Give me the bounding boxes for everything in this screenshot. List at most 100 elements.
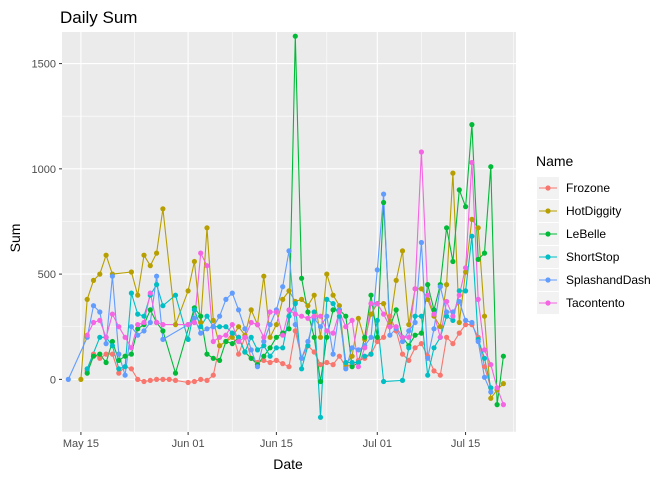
data-point-tacontento	[223, 332, 229, 338]
data-point-tacontento	[393, 324, 399, 330]
data-point-tacontento	[299, 313, 305, 319]
data-point-tacontento	[84, 332, 90, 338]
data-point-shortstop	[381, 378, 387, 385]
data-point-frozone	[330, 362, 336, 368]
data-point-splashanddash	[248, 347, 254, 353]
data-point-tacontento	[425, 292, 431, 298]
data-point-frozone	[103, 351, 109, 357]
data-point-frozone	[311, 349, 317, 355]
data-point-frozone	[280, 361, 286, 367]
data-point-shortstop	[362, 353, 368, 359]
data-point-tacontento	[204, 263, 210, 269]
data-point-tacontento	[154, 319, 160, 326]
data-point-tacontento	[147, 290, 153, 296]
data-point-lebelle	[500, 353, 506, 359]
legend: Name Frozone HotDiggity LeBelle ShortStop Sp…	[536, 153, 651, 314]
data-point-lebelle	[299, 275, 305, 281]
data-point-shortstop	[305, 343, 311, 349]
data-point-lebelle	[494, 402, 500, 408]
data-point-splashanddash	[204, 326, 210, 332]
data-point-splashanddash	[280, 284, 286, 290]
legend-key-point	[545, 185, 551, 191]
data-point-lebelle	[217, 357, 223, 363]
data-point-hotdiggity	[172, 322, 179, 328]
data-point-tacontento	[305, 315, 311, 321]
data-point-shortstop	[242, 349, 248, 355]
data-point-splashanddash	[444, 309, 450, 315]
data-point-hotdiggity	[393, 277, 399, 283]
legend-label: ShortStop	[566, 250, 620, 264]
data-point-frozone	[399, 351, 406, 357]
data-point-tacontento	[103, 334, 109, 340]
data-point-tacontento	[349, 317, 355, 323]
data-point-hotdiggity	[128, 269, 134, 275]
data-point-frozone	[185, 379, 191, 386]
data-point-tacontento	[418, 149, 424, 155]
y-tick-label: 1500	[32, 59, 56, 71]
data-point-shortstop	[122, 364, 128, 370]
data-point-hotdiggity	[229, 334, 235, 340]
data-point-frozone	[135, 376, 141, 382]
data-point-hotdiggity	[425, 296, 431, 302]
data-point-lebelle	[292, 33, 298, 39]
data-point-lebelle	[469, 122, 475, 128]
data-point-lebelle	[160, 328, 166, 334]
data-point-frozone	[374, 338, 380, 345]
data-point-frozone	[236, 351, 242, 357]
data-point-lebelle	[273, 334, 279, 340]
data-point-splashanddash	[431, 326, 437, 332]
data-point-hotdiggity	[418, 286, 424, 292]
data-point-tacontento	[500, 402, 506, 408]
data-point-hotdiggity	[381, 301, 387, 307]
data-point-hotdiggity	[469, 216, 475, 222]
data-point-hotdiggity	[103, 252, 109, 258]
data-point-splashanddash	[317, 324, 324, 330]
data-point-tacontento	[444, 298, 450, 305]
data-point-lebelle	[229, 341, 235, 347]
data-point-shortstop	[456, 288, 462, 294]
data-point-tacontento	[90, 319, 97, 326]
data-point-splashanddash	[116, 351, 122, 357]
data-point-hotdiggity	[147, 263, 153, 269]
data-point-tacontento	[494, 385, 500, 391]
data-point-hotdiggity	[299, 296, 305, 302]
data-point-tacontento	[236, 338, 242, 345]
data-point-splashanddash	[330, 351, 336, 357]
data-point-hotdiggity	[236, 324, 242, 330]
legend-item-lebelle: LeBelle	[537, 223, 606, 245]
data-point-hotdiggity	[160, 206, 166, 212]
data-point-tacontento	[488, 362, 494, 368]
data-point-lebelle	[324, 334, 330, 340]
x-tick-label: Jun 15	[260, 438, 293, 450]
data-point-tacontento	[185, 322, 191, 328]
data-point-shortstop	[273, 345, 279, 351]
data-point-shortstop	[336, 313, 342, 319]
data-point-tacontento	[141, 319, 147, 326]
data-point-shortstop	[267, 353, 273, 359]
major-gridlines	[62, 32, 516, 432]
x-tick-label: Jun 01	[172, 438, 205, 450]
x-tick-label: Jul 01	[363, 438, 392, 450]
legend-key-point	[545, 231, 551, 237]
data-point-splashanddash	[450, 309, 456, 315]
data-point-lebelle	[343, 313, 349, 319]
data-point-shortstop	[463, 288, 469, 294]
data-point-tacontento	[122, 334, 128, 340]
data-point-hotdiggity	[248, 307, 254, 313]
data-point-splashanddash	[198, 330, 204, 336]
data-point-tacontento	[210, 338, 216, 345]
data-point-splashanddash	[412, 319, 418, 326]
data-point-hotdiggity	[141, 252, 147, 258]
data-point-splashanddash	[343, 366, 349, 372]
data-point-tacontento	[229, 322, 235, 328]
data-point-frozone	[191, 378, 197, 385]
data-point-tacontento	[475, 296, 481, 302]
data-point-splashanddash	[210, 324, 216, 330]
data-point-tacontento	[431, 311, 437, 317]
data-point-shortstop	[116, 366, 122, 372]
data-point-splashanddash	[399, 338, 406, 345]
series-line-lebelle	[86, 36, 504, 405]
series-line-hotdiggity	[80, 173, 504, 400]
data-point-tacontento	[217, 334, 223, 340]
